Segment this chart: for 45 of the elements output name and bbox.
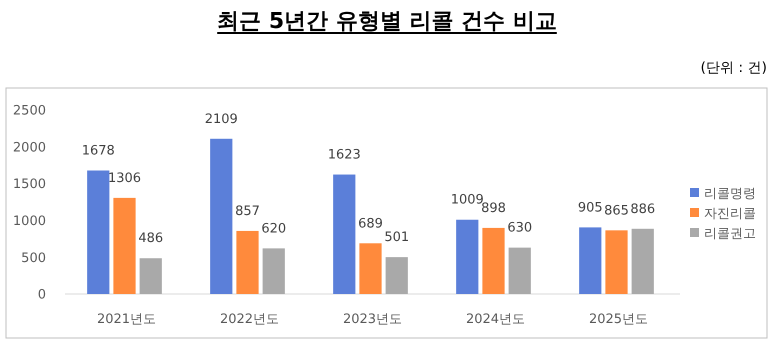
data-label: 1678 [82,144,115,158]
data-label: 486 [138,231,164,246]
data-label: 689 [358,216,383,232]
bar [605,230,628,294]
y-tick-label: 1500 [12,177,46,192]
text: (단위 : 건) [700,60,767,76]
legend-label: 자진리콜 [704,206,756,222]
data-label: 905 [578,200,603,216]
data-label: 865 [604,203,629,218]
bar [140,258,162,294]
data-label: 857 [235,204,260,219]
data-label: 501 [384,230,410,246]
bar [386,257,408,294]
bar [359,243,382,294]
bar [456,220,478,294]
y-tick-label: 2000 [12,140,46,156]
data-label: 630 [507,220,532,236]
chart-title: 최근 5년간 유형별 리콜 건수 비교 [217,9,557,34]
bar [113,198,136,294]
y-tick-label: 0 [38,288,46,303]
bar [236,230,259,294]
legend-label: 리콜명령 [704,186,756,202]
data-label: 1306 [108,170,142,186]
data-label: 2109 [204,112,238,127]
bar [632,228,654,294]
x-tick-label: 2024년도 [466,312,526,327]
data-label: 620 [261,221,286,236]
data-label: 1623 [328,148,361,163]
data-label: 898 [481,200,506,216]
x-tick-label: 2023년도 [342,312,402,327]
y-tick-label: 500 [21,250,46,266]
bar [482,228,505,294]
data-label: 886 [630,202,656,217]
bar [87,170,110,294]
bar [508,248,531,294]
y-tick-label: 2500 [12,104,46,119]
legend-label: 리콜권고 [704,226,756,242]
y-tick-label: 1000 [12,214,46,229]
bar [579,227,602,294]
x-tick-label: 2022년도 [220,312,280,327]
x-tick-label: 2021년도 [96,312,156,327]
x-tick-label: 2025년도 [588,312,648,327]
bar [333,174,356,294]
bar [210,138,232,294]
bar [262,248,285,294]
